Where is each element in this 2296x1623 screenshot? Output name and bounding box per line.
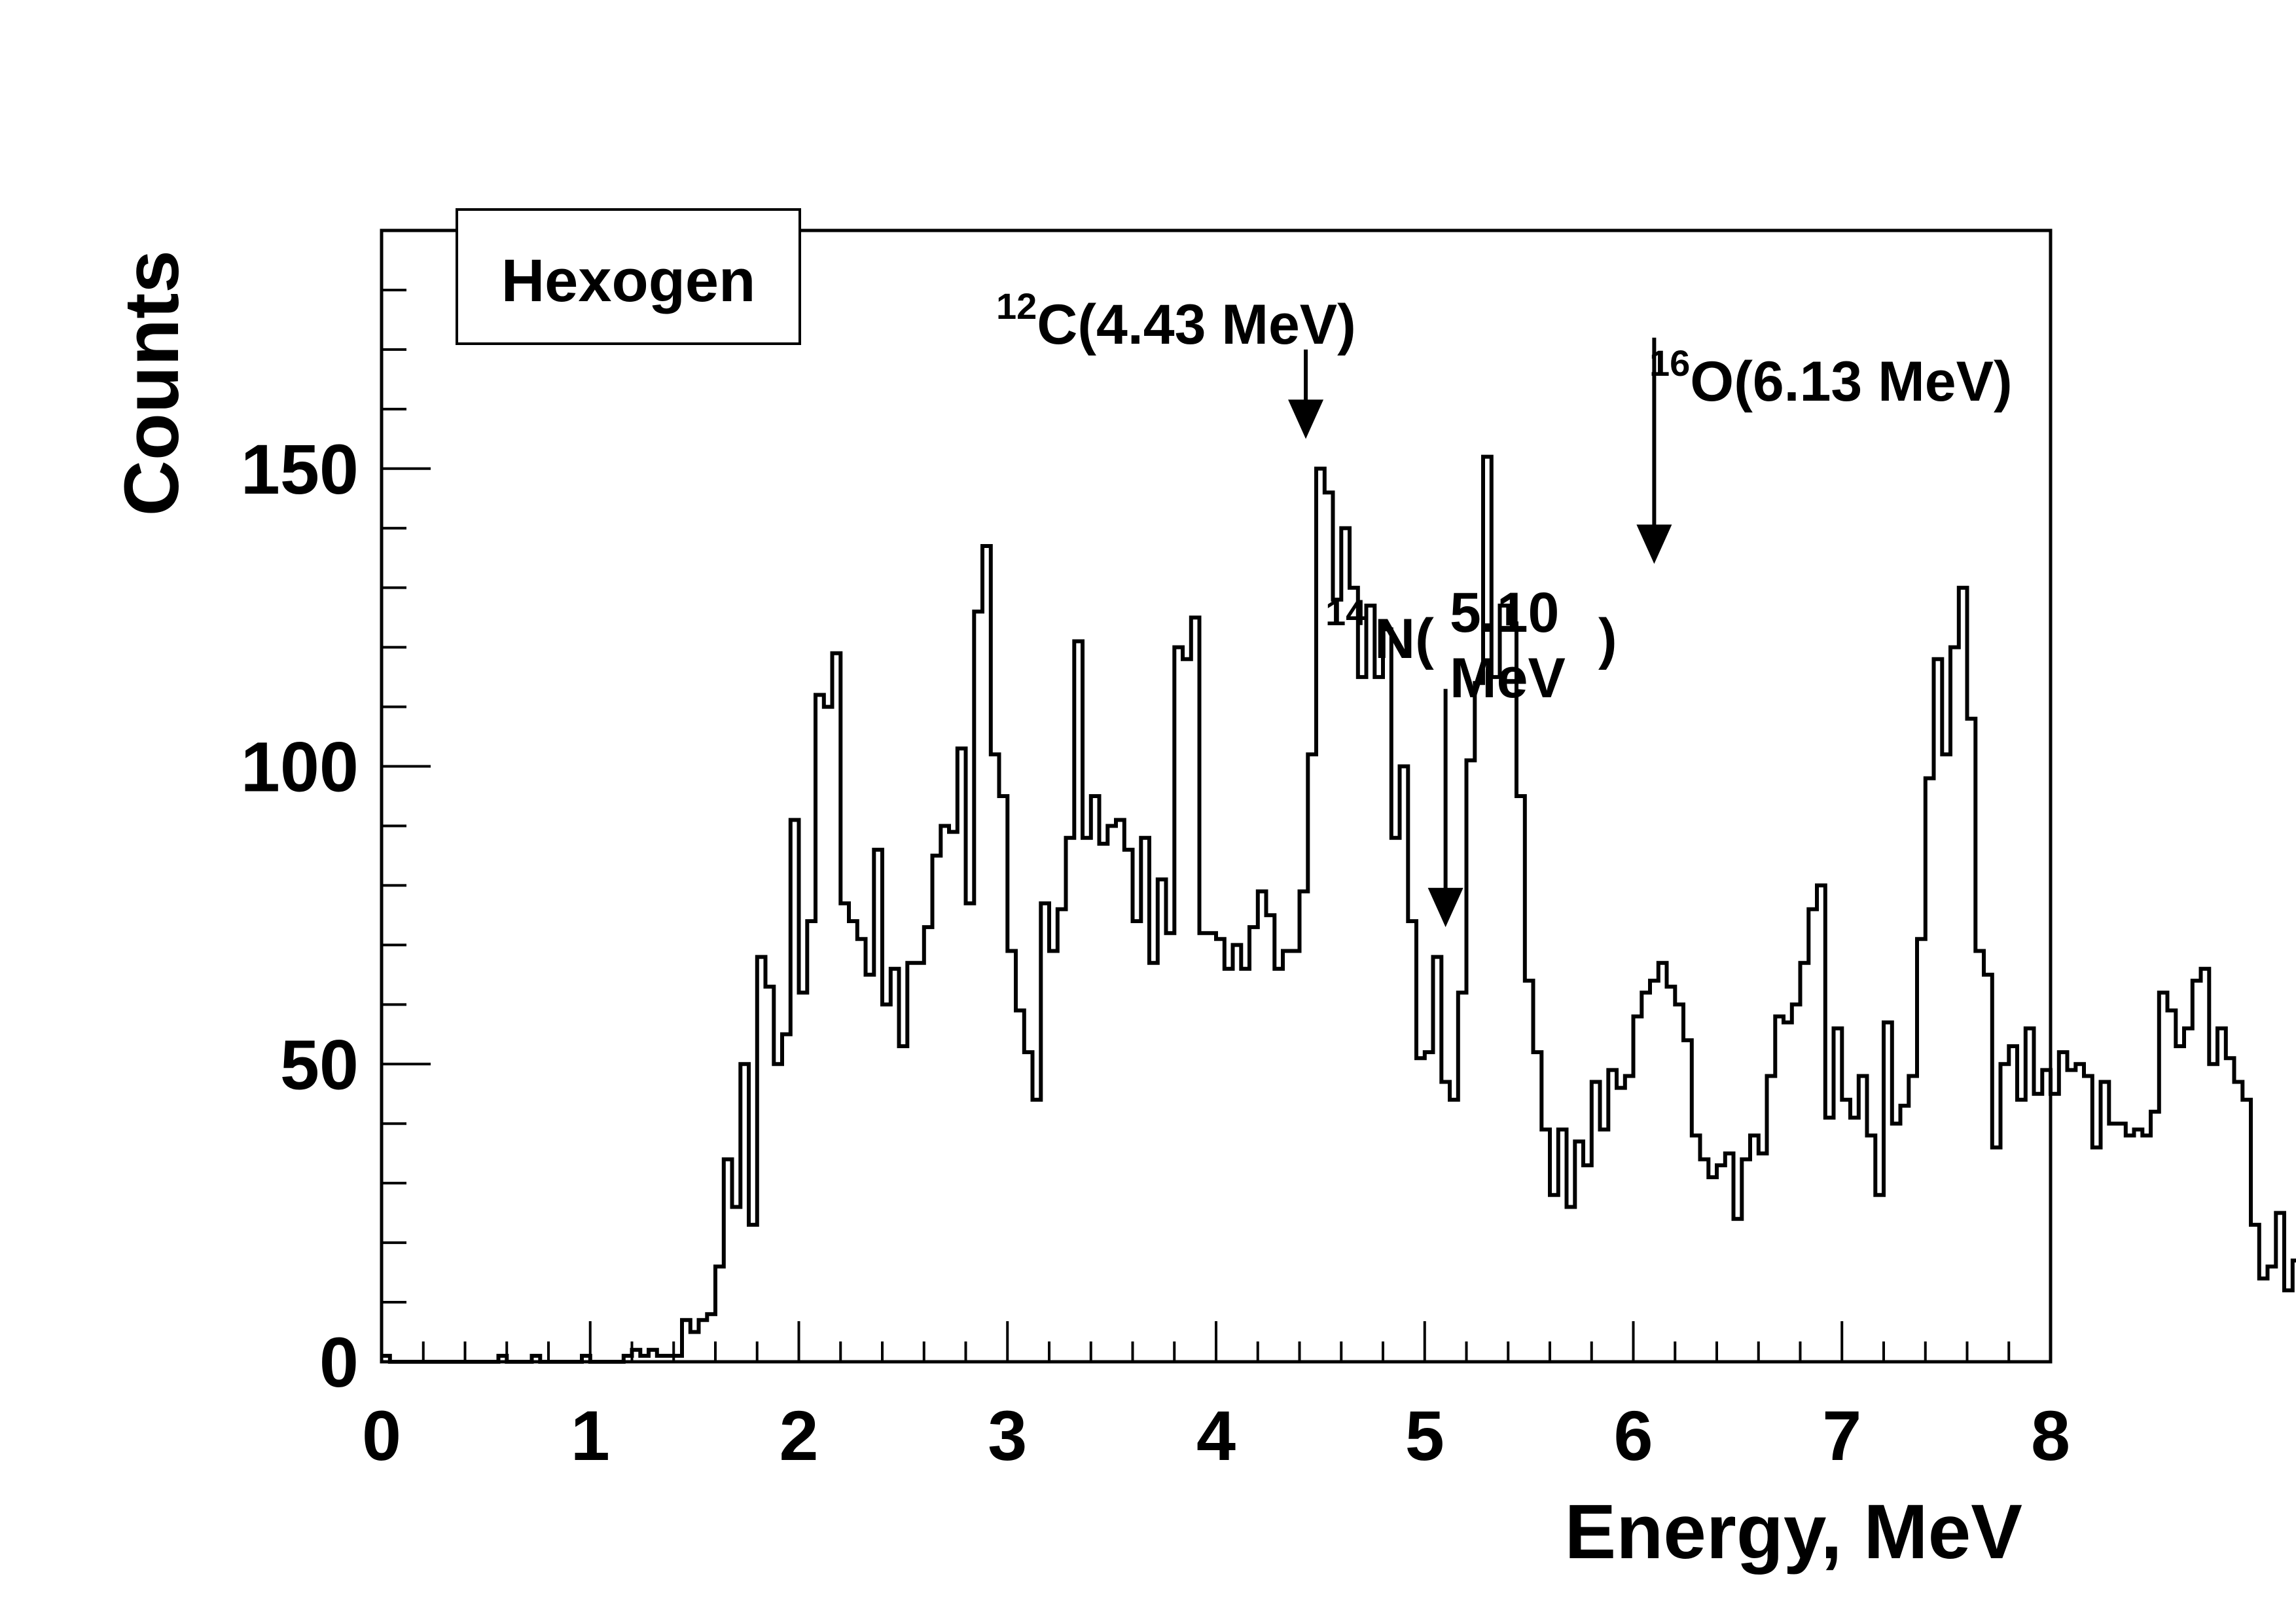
legend-box (456, 208, 801, 345)
annotation-o16-label: 16O(6.13 MeV) (1649, 342, 2013, 413)
x-tick-label: 2 (779, 1396, 818, 1475)
axis-tick-labels: 0 1 2 3 4 5 6 7 8 0 50 100 150 (241, 429, 2070, 1475)
annotation-n14-value-top: 5.10 (1450, 581, 1559, 644)
x-tick-label: 7 (1822, 1396, 1861, 1475)
legend: Hexogen (456, 208, 801, 345)
x-tick-label: 5 (1405, 1396, 1444, 1475)
y-tick-label: 150 (241, 429, 359, 509)
annotation-n14-pre: N( (1374, 608, 1434, 670)
annotations: 12C(4.43 MeV) 14 N( 5.10 MeV ) 16O(6.13 … (996, 285, 2013, 928)
annotation-n14-value-bottom: MeV (1450, 647, 1566, 710)
legend-text: Hexogen (501, 247, 756, 314)
annotation-n14-arrow-head (1427, 888, 1463, 928)
annotation-c12-sup: 12 (996, 285, 1037, 327)
x-tick-label: 1 (571, 1396, 610, 1475)
x-axis-title: Energy, MeV (1565, 1489, 2022, 1575)
annotation-o16-value: 6.13 MeV (1753, 350, 1994, 413)
annotation-c12-arrow-head (1288, 399, 1324, 439)
annotation-o16-pre: O( (1690, 350, 1753, 413)
annotation-c12-value: 4.43 MeV (1096, 293, 1337, 356)
x-tick-label: 0 (362, 1396, 401, 1475)
annotation-c12-post: ) (1337, 293, 1356, 356)
annotation-o16: 16O(6.13 MeV) (1636, 337, 2013, 564)
x-tick-label: 6 (1613, 1396, 1653, 1475)
annotation-o16-arrow-head (1636, 524, 1672, 564)
annotation-n14: 14 N( 5.10 MeV ) (1325, 581, 1617, 928)
annotation-c12-pre: C( (1037, 293, 1096, 356)
y-axis-title: Counts (109, 250, 195, 516)
y-tick-label: 0 (319, 1322, 359, 1402)
y-tick-label: 100 (241, 727, 359, 807)
x-tick-label: 4 (1196, 1396, 1236, 1475)
annotation-n14-sup: 14 (1325, 592, 1366, 633)
annotation-o16-post: ) (1994, 350, 2013, 413)
x-tick-label: 8 (2031, 1396, 2070, 1475)
annotation-n14-post: ) (1598, 608, 1617, 670)
annotation-o16-sup: 16 (1649, 342, 1690, 384)
annotation-c12-label: 12C(4.43 MeV) (996, 285, 1356, 356)
y-tick-label: 50 (280, 1025, 359, 1104)
histogram-series-line (382, 454, 2296, 1364)
annotation-c12: 12C(4.43 MeV) (996, 285, 1356, 439)
x-tick-label: 3 (988, 1396, 1027, 1475)
plot-frame (380, 228, 2053, 1364)
